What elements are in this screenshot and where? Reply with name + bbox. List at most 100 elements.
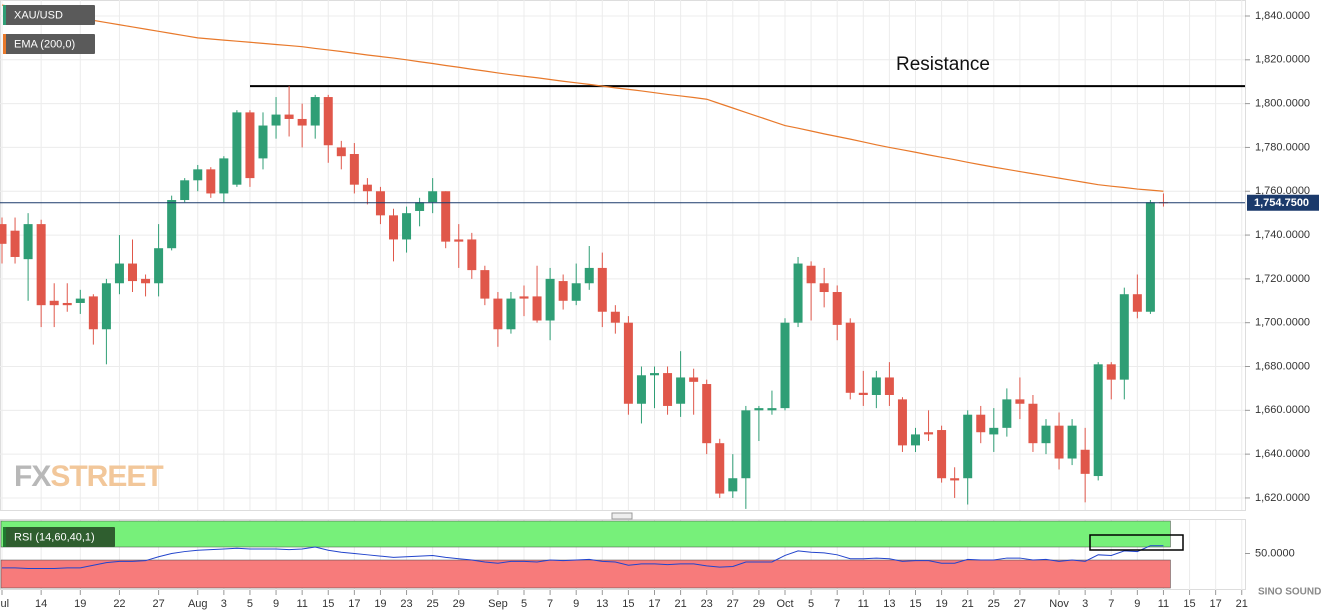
candle-body xyxy=(1028,403,1038,444)
candle-body xyxy=(1067,425,1077,459)
candle-body xyxy=(141,278,151,284)
candle-body xyxy=(1015,399,1025,404)
x-tick-label: 17 xyxy=(648,598,660,610)
y-tick-label: 1,740.0000 xyxy=(1255,229,1310,241)
legend-swatch xyxy=(3,5,6,25)
candle-body xyxy=(793,263,803,323)
x-tick-label: 9 xyxy=(573,598,579,610)
x-tick-label: 21 xyxy=(1236,598,1248,610)
x-tick-label: 19 xyxy=(74,598,86,610)
y-tick-label: 1,720.0000 xyxy=(1255,273,1310,285)
candle-body xyxy=(128,263,137,282)
candle-body xyxy=(819,283,829,293)
candle-body xyxy=(402,213,412,240)
candle-body xyxy=(23,224,33,260)
x-tick-label: 9 xyxy=(273,598,279,610)
x-tick-label: 7 xyxy=(834,598,840,610)
candle-body xyxy=(911,434,920,446)
candle-body xyxy=(676,377,686,404)
candle-body xyxy=(884,377,894,395)
x-tick-label: Aug xyxy=(188,598,208,610)
candle-body xyxy=(532,296,542,321)
panel-splitter[interactable] xyxy=(611,512,633,520)
x-tick-label: 15 xyxy=(1183,598,1195,610)
candle-body xyxy=(180,180,190,201)
candle-body xyxy=(650,373,659,376)
x-tick-label: 21 xyxy=(962,598,974,610)
x-tick-label: 17 xyxy=(348,598,360,610)
candle-body xyxy=(950,478,960,481)
candle-body xyxy=(623,322,633,404)
x-tick-label: 22 xyxy=(113,598,125,610)
candle-body xyxy=(715,443,725,494)
candle-body xyxy=(806,265,816,284)
candle-body xyxy=(728,478,738,492)
watermark: FXSTREET xyxy=(14,460,163,493)
x-tick-label: 11 xyxy=(296,598,307,610)
candle-body xyxy=(597,267,607,312)
x-tick-label: 5 xyxy=(247,598,253,610)
x-tick-label: 27 xyxy=(152,598,164,610)
candle-body xyxy=(206,169,216,194)
rsi-overbought-zone xyxy=(0,520,1171,548)
candle-body xyxy=(767,408,777,411)
x-tick-label: 11 xyxy=(1158,598,1169,610)
candle-body xyxy=(362,184,372,192)
legend-swatch xyxy=(3,527,6,547)
y-tick-label: 1,780.0000 xyxy=(1255,141,1310,153)
candle-body xyxy=(219,158,229,194)
x-tick-label: 5 xyxy=(521,598,527,610)
candle-body xyxy=(545,278,555,321)
y-tick-label: 1,640.0000 xyxy=(1255,448,1310,460)
candle-body xyxy=(1093,364,1103,477)
candle-body xyxy=(441,191,451,242)
x-tick-label: 17 xyxy=(1210,598,1222,610)
candle-body xyxy=(1106,364,1116,380)
x-tick-label: 15 xyxy=(622,598,634,610)
candle-body xyxy=(114,263,124,284)
candle-body xyxy=(454,239,464,242)
candle-body xyxy=(0,224,7,244)
candle-body xyxy=(702,384,712,444)
candle-body xyxy=(10,230,20,257)
candle-body xyxy=(924,432,934,435)
x-tick-label: 13 xyxy=(883,598,895,610)
y-tick-label: 1,680.0000 xyxy=(1255,360,1310,372)
x-tick-label: 19 xyxy=(935,598,947,610)
x-tick-label: 5 xyxy=(808,598,814,610)
x-tick-label: 19 xyxy=(374,598,386,610)
candle-body xyxy=(389,215,398,240)
candle-body xyxy=(571,283,581,301)
x-tick-label: 13 xyxy=(596,598,608,610)
x-tick-label: 15 xyxy=(909,598,921,610)
x-tick-label: 11 xyxy=(858,598,869,610)
x-tick-label: 27 xyxy=(1014,598,1026,610)
x-tick-label: 23 xyxy=(701,598,713,610)
candle-body xyxy=(558,281,568,301)
x-tick-label: 25 xyxy=(988,598,1000,610)
x-tick-label: Jul xyxy=(0,598,9,610)
candle-body xyxy=(845,322,855,393)
logo: SINO SOUND xyxy=(1258,587,1321,598)
legend-label: EMA (200,0) xyxy=(14,38,75,50)
candle-body xyxy=(428,191,438,203)
y-tick-label: 1,760.0000 xyxy=(1255,185,1310,197)
x-tick-label: 9 xyxy=(1134,598,1140,610)
candle-body xyxy=(858,392,868,395)
ema-line xyxy=(1,4,1164,192)
y-tick-label: 1,800.0000 xyxy=(1255,98,1310,110)
legend-label: XAU/USD xyxy=(14,9,63,21)
candle-body xyxy=(245,112,255,179)
x-tick-label: 15 xyxy=(322,598,334,610)
x-tick-label: 7 xyxy=(547,598,553,610)
watermark-part: FX xyxy=(14,460,51,493)
candle-body xyxy=(62,302,72,306)
candle-body xyxy=(963,414,973,479)
candle-body xyxy=(754,408,764,411)
x-tick-label: 3 xyxy=(1082,598,1088,610)
watermark-part: STREET xyxy=(50,460,163,493)
candle-body xyxy=(506,298,516,330)
candle-body xyxy=(780,322,790,409)
candle-body xyxy=(741,410,751,479)
